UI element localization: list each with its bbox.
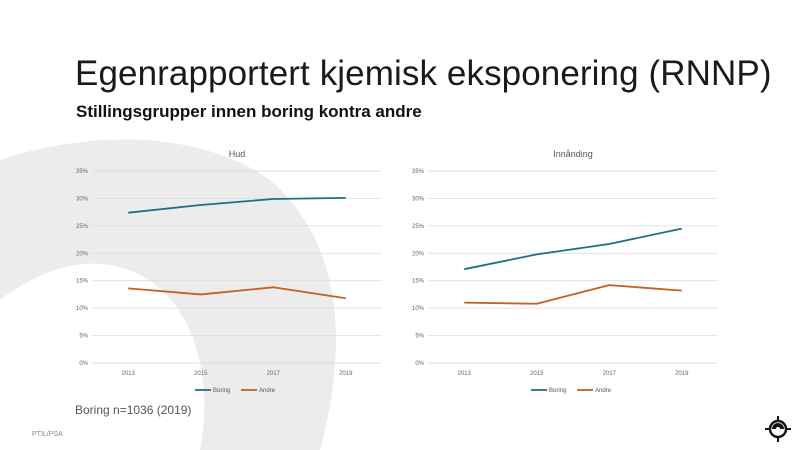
- chart-innanding: Innånding 0% 5% 10% 15% 20% 25% 30% 35% 2013 2015 2…: [398, 143, 718, 401]
- chart-innanding-svg: Innånding 0% 5% 10% 15% 20% 25% 30% 35% 2013 2015 2…: [412, 149, 718, 394]
- y-tick-label: 25%: [412, 224, 425, 230]
- chart-title: Innånding: [553, 149, 593, 159]
- x-tick-label: 2017: [267, 371, 281, 377]
- legend-label: Andre: [259, 388, 276, 394]
- y-tick-label: 20%: [412, 251, 425, 257]
- page-title: Egenrapportert kjemisk eksponering (RNNP…: [75, 54, 772, 93]
- y-tick-label: 0%: [415, 361, 424, 367]
- x-tick-label: 2013: [122, 371, 136, 377]
- series-line-boring: [464, 227, 682, 271]
- legend-label: Boring: [213, 388, 230, 394]
- x-tick-label: 2019: [675, 371, 689, 377]
- legend-label: Andre: [595, 388, 612, 394]
- x-tick-label: 2017: [603, 371, 617, 377]
- x-tick-label: 2015: [530, 371, 544, 377]
- y-tick-label: 0%: [79, 361, 88, 367]
- y-tick-label: 20%: [76, 251, 89, 257]
- series-line-andre: [464, 284, 682, 305]
- x-tick-label: 2019: [339, 371, 353, 377]
- page-subtitle: Stillingsgrupper innen boring kontra and…: [76, 102, 422, 121]
- sample-size-note: Boring n=1036 (2019): [75, 403, 192, 417]
- series-line-boring: [128, 196, 346, 214]
- y-tick-label: 35%: [76, 169, 89, 175]
- y-tick-label: 35%: [412, 169, 425, 175]
- x-tick-label: 2015: [194, 371, 208, 377]
- y-tick-label: 30%: [412, 196, 425, 202]
- y-tick-label: 15%: [76, 279, 89, 285]
- y-tick-label: 10%: [76, 306, 89, 312]
- chart-hud-svg: Hud 0% 5% 10% 15% 20% 25% 30% 35% 2013 2015 2017 201…: [76, 149, 382, 394]
- ptil-logo-icon: [765, 416, 791, 442]
- source-credit: PTIL/PSA: [32, 431, 63, 438]
- y-tick-label: 5%: [415, 334, 424, 340]
- legend-label: Boring: [549, 388, 566, 394]
- y-tick-label: 10%: [412, 306, 425, 312]
- series-line-andre: [128, 286, 346, 300]
- x-tick-label: 2013: [458, 371, 472, 377]
- y-tick-label: 5%: [79, 334, 88, 340]
- chart-title: Hud: [229, 149, 246, 159]
- chart-hud: Hud 0% 5% 10% 15% 20% 25% 30% 35% 2013 2015 2017 201…: [62, 143, 382, 401]
- y-tick-label: 25%: [76, 224, 89, 230]
- y-tick-label: 15%: [412, 279, 425, 285]
- y-tick-label: 30%: [76, 196, 89, 202]
